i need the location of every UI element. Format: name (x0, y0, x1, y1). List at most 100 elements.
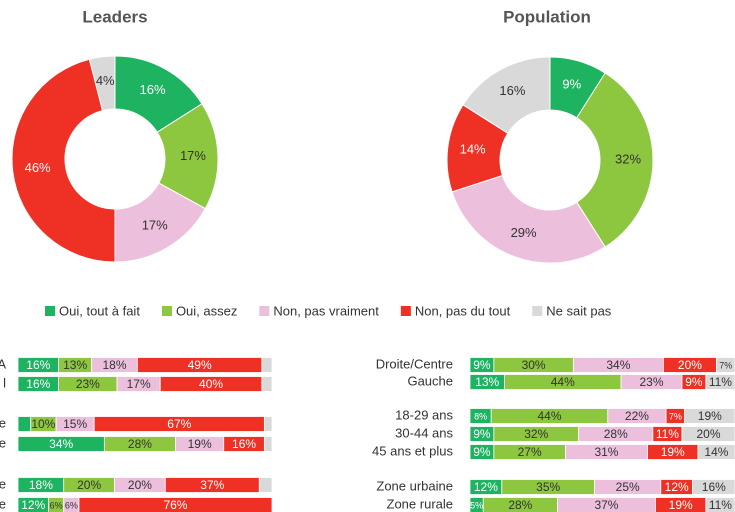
bar-label: 17% (127, 377, 151, 391)
bar-label: 8% (474, 411, 487, 421)
legend-swatch (161, 306, 172, 316)
bar-label: 23% (640, 375, 664, 389)
slice-label: 46% (25, 160, 51, 175)
bar-label: 9% (473, 427, 491, 441)
slice-label: 16% (499, 83, 525, 98)
bar-label: 5% (470, 500, 483, 510)
bar-label: 16% (232, 437, 256, 451)
bar-segment (263, 436, 273, 452)
slice-label: 29% (511, 225, 537, 240)
bar-label: 76% (163, 498, 187, 512)
bar-label: 40% (199, 377, 223, 391)
legend-label: Ne sait pas (546, 303, 612, 318)
category-label: e (0, 476, 6, 491)
legend-swatch (532, 306, 543, 316)
bar-label: 7% (669, 411, 682, 421)
bar-label: 30% (522, 358, 546, 372)
category-label: 18-29 ans (395, 407, 453, 422)
bar-label: 18% (103, 358, 127, 372)
bar-label: 16% (26, 377, 50, 391)
bar-segment (78, 497, 273, 512)
bar-label: 28% (128, 437, 152, 451)
category-label: Droite/Centre (376, 356, 453, 371)
bar-label: 6% (50, 500, 63, 510)
bar-segment (17, 416, 32, 432)
bar-label: 7% (719, 360, 732, 370)
bar-label: 27% (518, 445, 542, 459)
slice-label: 17% (142, 218, 168, 233)
category-label: e (0, 415, 6, 430)
chart-title: Population (503, 7, 591, 26)
category-label: A (0, 356, 6, 371)
bar-label: 28% (604, 427, 628, 441)
category-label: Gauche (407, 373, 453, 388)
slice-label: 17% (180, 148, 206, 163)
bar-label: 32% (524, 427, 548, 441)
legend-swatch (45, 306, 55, 316)
bar-label: 19% (669, 498, 693, 512)
category-label: e (0, 435, 6, 450)
bar-label: 18% (29, 478, 53, 492)
bar-label: 15% (63, 417, 87, 431)
category-label: l (3, 375, 6, 390)
bar-label: 31% (594, 445, 618, 459)
bar-label: 20% (77, 478, 101, 492)
bar-label: 12% (665, 480, 689, 494)
bar-label: 20% (678, 358, 702, 372)
pie-slice (462, 56, 551, 134)
bar-label: 12% (21, 498, 45, 512)
bar-segment (263, 416, 273, 432)
bar-label: 13% (475, 375, 499, 389)
bar-label: 16% (26, 358, 50, 372)
pie-slice (576, 72, 654, 248)
bar-label: 25% (616, 480, 640, 494)
bar-label: 6% (65, 500, 78, 510)
slice-label: 4% (96, 73, 115, 88)
bar-segment (716, 357, 735, 373)
bar-segment (261, 357, 273, 373)
legend-swatch (400, 306, 411, 316)
bar-label: 19% (698, 409, 722, 423)
bar-label: 14% (704, 445, 728, 459)
bar-label: 20% (696, 427, 720, 441)
bar-segment (697, 444, 735, 460)
legend-swatch (259, 306, 270, 316)
category-label: Zone urbaine (376, 478, 453, 493)
pie-slice (11, 58, 116, 263)
bar-label: 11% (656, 427, 679, 441)
bar-label: 44% (551, 375, 575, 389)
bar-label: 37% (594, 498, 618, 512)
slice-label: 14% (460, 142, 486, 157)
pie-slice (88, 55, 116, 112)
bar-label: 34% (49, 437, 73, 451)
category-label: 30-44 ans (395, 425, 453, 440)
bar-label: 16% (702, 480, 726, 494)
category-label: e (0, 496, 6, 511)
bar-label: 37% (200, 478, 224, 492)
category-label: 45 ans et plus (372, 443, 453, 458)
bar-label: 10% (31, 417, 55, 431)
bar-label: 12% (474, 480, 498, 494)
bar-label: 20% (128, 478, 152, 492)
bar-label: 34% (606, 358, 630, 372)
bar-label: 35% (536, 480, 560, 494)
bar-label: 49% (188, 358, 212, 372)
bar-label: 28% (508, 498, 532, 512)
bar-label: 11% (709, 498, 732, 512)
bar-label: 11% (709, 375, 732, 389)
slice-label: 32% (615, 151, 641, 166)
legend-label: Non, pas vraiment (273, 303, 379, 318)
bar-segment (258, 477, 273, 493)
bar-label: 13% (63, 358, 87, 372)
bar-label: 44% (537, 409, 561, 423)
category-label: Zone rurale (387, 496, 453, 511)
chart-title: Leaders (82, 7, 147, 26)
bar-label: 9% (473, 358, 491, 372)
legend-label: Oui, tout à fait (59, 303, 140, 318)
bar-label: 19% (188, 437, 212, 451)
bar-segment (261, 376, 273, 392)
legend-label: Oui, assez (176, 303, 237, 318)
legend-label: Non, pas du tout (415, 303, 511, 318)
pie-slice (451, 174, 606, 264)
